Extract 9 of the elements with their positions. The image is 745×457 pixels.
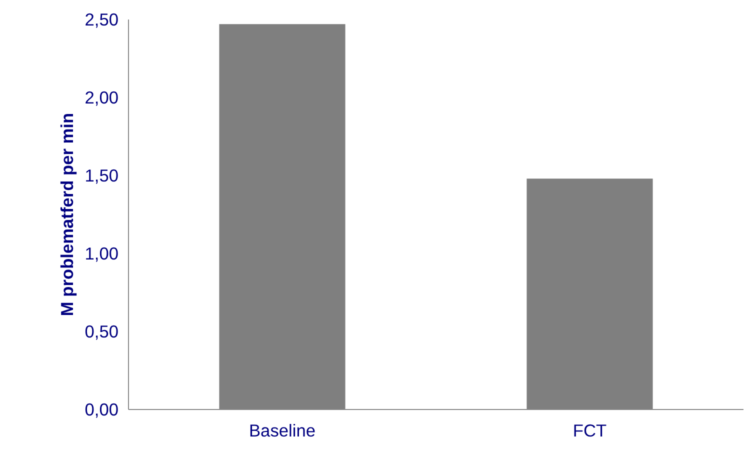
y-tick-label: 2,00 (84, 88, 119, 108)
y-tick-label: 2,50 (84, 10, 119, 30)
x-tick-label: Baseline (249, 420, 316, 440)
x-tick-label: FCT (572, 420, 608, 440)
y-tick-label: 0,50 (84, 322, 119, 342)
y-tick-label: 1,00 (84, 244, 119, 264)
y-tick-label: 0,00 (84, 400, 119, 420)
y-tick-label: 1,50 (84, 166, 119, 186)
y-axis-title: M problematferd per min (56, 112, 77, 316)
